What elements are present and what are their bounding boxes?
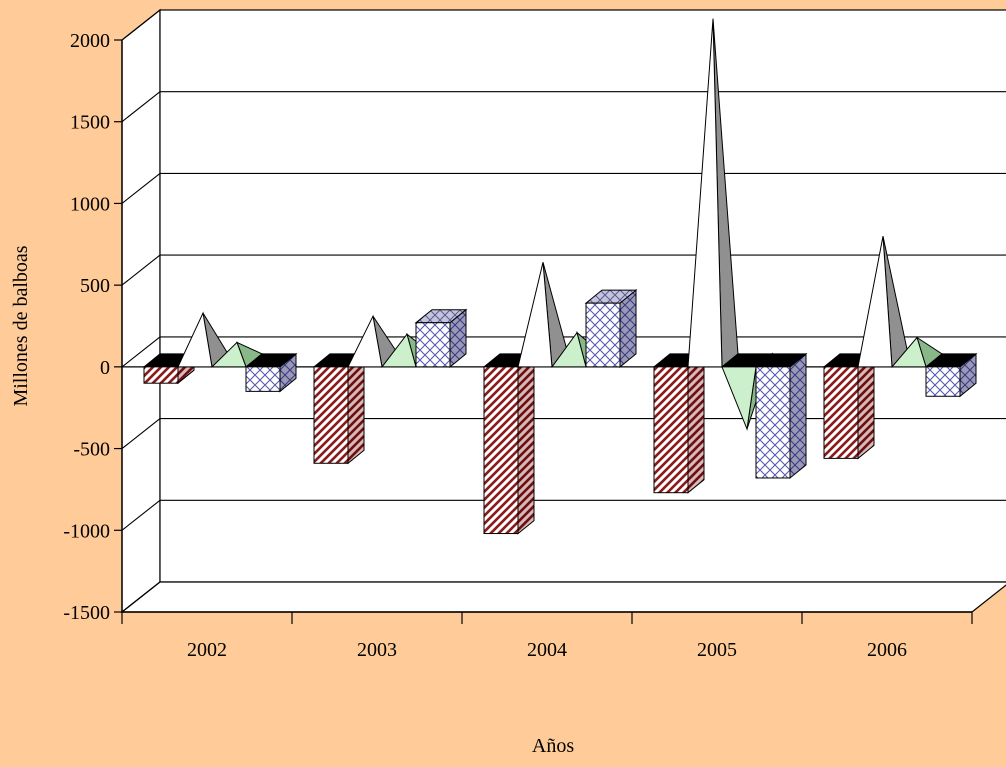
bar-2005-series-2 [686, 18, 740, 368]
bar-front [415, 322, 451, 368]
bar-side [687, 352, 705, 494]
y-axis-title: Millones de balboas [10, 245, 32, 406]
x-tick-label: 2006 [867, 639, 907, 661]
y-tick-label: 2000 [70, 30, 110, 52]
gridline [121, 172, 1006, 204]
pyramid-front [210, 341, 247, 368]
bar-2005-series-1 [652, 352, 706, 494]
y-tick-label: -500 [73, 439, 110, 461]
gridline [121, 9, 1006, 41]
gridline [121, 91, 1006, 123]
bar-2004-series-1 [482, 352, 536, 535]
y-tick-label: 0 [100, 357, 110, 379]
bar-2006-series-2 [856, 236, 910, 368]
floor [120, 581, 1006, 613]
y-tick-label: 1500 [70, 112, 110, 134]
bar-side [789, 352, 807, 480]
bar-front [143, 366, 179, 384]
y-tick-label: 1000 [70, 193, 110, 215]
x-tick-label: 2005 [697, 639, 737, 661]
bar-2004-series-2 [516, 262, 570, 368]
pyramid-front [857, 236, 893, 368]
side-wall [121, 8, 161, 614]
x-tick-label: 2004 [527, 639, 567, 661]
y-tick-label: 500 [80, 275, 110, 297]
bar-2004-series-4 [584, 289, 638, 368]
bar-front [755, 366, 791, 479]
bar-side [347, 352, 365, 465]
pyramid-front [721, 366, 757, 431]
y-tick-label: -1000 [63, 520, 110, 542]
x-tick-label: 2003 [357, 639, 397, 661]
bar-front [925, 366, 961, 397]
bar-front [585, 302, 621, 368]
bar-front [823, 366, 859, 459]
bar-2002-series-4 [244, 352, 298, 393]
bar-front [653, 366, 689, 494]
bar-side [517, 352, 535, 535]
pyramid-front [890, 336, 927, 368]
pyramid-front [347, 314, 383, 368]
bar-2003-series-4 [414, 308, 468, 368]
bar-side [857, 352, 875, 460]
bar-2003-series-1 [312, 352, 366, 465]
x-tick-label: 2002 [187, 639, 227, 661]
bar-2005-series-4 [754, 352, 808, 480]
back-wall [159, 9, 1006, 583]
gridline [121, 418, 1006, 450]
gridline [121, 581, 1006, 613]
gridline [121, 499, 1006, 531]
pyramid-front [551, 331, 587, 368]
pyramid-front [177, 311, 213, 368]
pyramid-front [517, 262, 553, 368]
pyramid-front [687, 18, 723, 368]
bar-2006-series-4 [924, 352, 978, 398]
bar-2006-series-1 [822, 352, 876, 460]
x-axis-title: Años [532, 735, 574, 757]
bar-front [245, 366, 281, 392]
bar-front [313, 366, 349, 464]
y-tick-label: -1500 [63, 602, 110, 624]
pyramid-front [380, 333, 417, 368]
bar-front [483, 366, 519, 535]
